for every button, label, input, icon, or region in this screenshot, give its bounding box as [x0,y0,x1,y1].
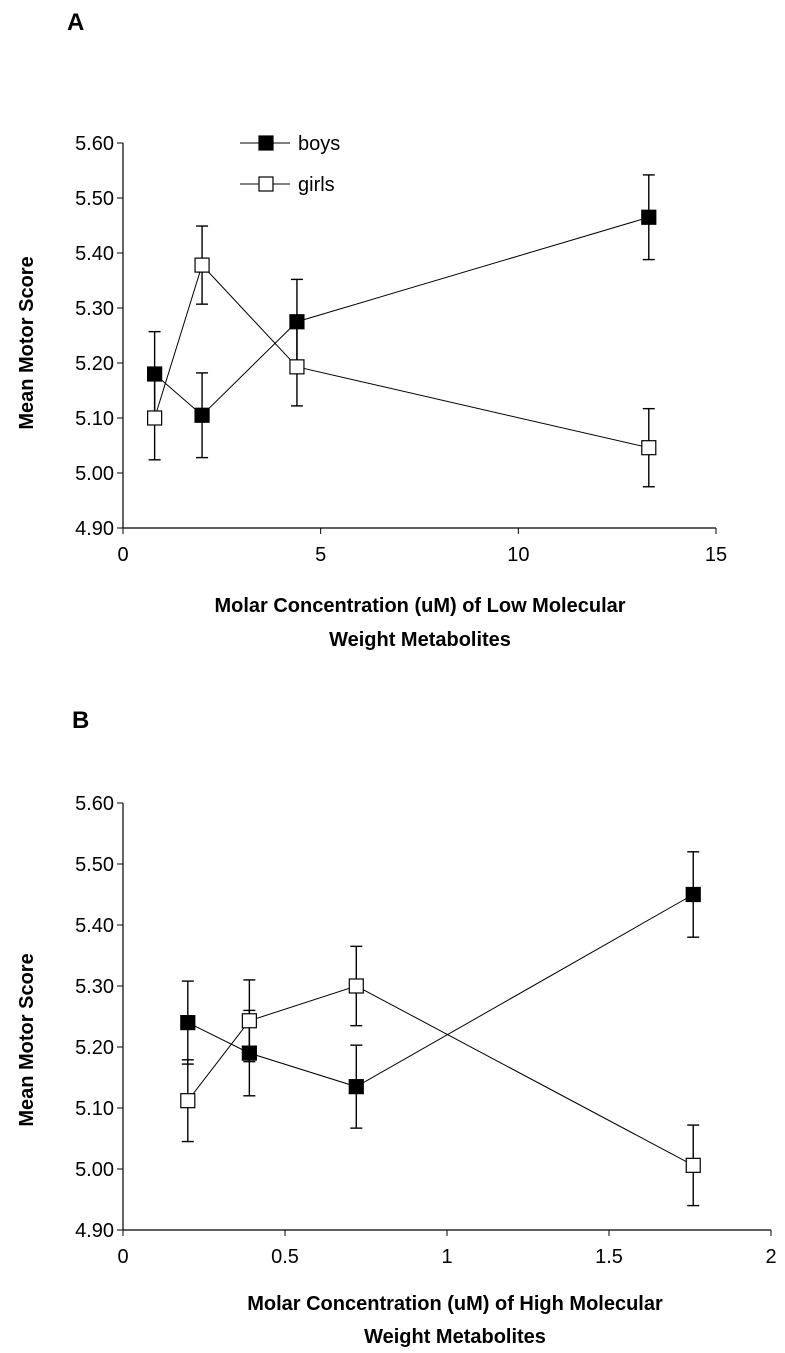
chart-b-y-tick-label: 5.10 [75,1098,114,1120]
chart-b-x-tick-label: 0.5 [271,1246,299,1268]
chart-b-ylabel: Mean Motor Score [16,953,38,1126]
chart-a-point-girls [289,359,305,375]
chart-a-y-tick-label: 5.50 [75,188,114,210]
chart-a-point-boys [194,407,210,423]
chart-a-y-tick-label: 5.20 [75,353,114,375]
chart-b-x-tick-label: 2 [765,1246,776,1268]
chart-b-y-tick-label: 5.60 [75,793,114,815]
chart-a-xlabel-line2: Weight Metabolites [329,629,511,651]
chart-b-xlabel-line2: Weight Metabolites [364,1326,546,1348]
chart-b-x-tick-label: 1.5 [595,1246,623,1268]
chart-b-point-girls [241,1013,257,1029]
chart-b-marks [180,851,701,1207]
chart-b-point-girls [685,1157,701,1173]
chart-a-y-tick-label: 5.60 [75,133,114,155]
panel-a: A 4.90 5.00 5.10 5.20 5.30 5.40 5.50 5.60 0 5 10 15… [16,9,727,651]
legend-girls-label: girls [298,174,335,196]
chart-a-point-girls [641,440,657,456]
chart-b-point-girls [348,978,364,994]
panel-b: B 4.90 5.00 5.10 5.20 5.30 5.40 5.50 5.60 0 0.5 1 1… [16,707,777,1348]
chart-b-x-tick-label: 0 [117,1246,128,1268]
legend-boys-marker [258,135,274,151]
chart-b-series-line-boys [187,894,694,1088]
chart-a: 4.90 5.00 5.10 5.20 5.30 5.40 5.50 5.60 0 5 10 15 M… [16,133,727,651]
chart-a-x-tick-label: 0 [117,544,128,566]
chart-b-x-tick-label: 1 [441,1246,452,1268]
chart-a-ticks: 4.90 5.00 5.10 5.20 5.30 5.40 5.50 5.60 0 5 10 15 [75,133,727,566]
chart-a-x-tick-label: 10 [507,544,529,566]
chart-b-point-girls [180,1093,196,1109]
panel-label-b: B [72,707,89,734]
panel-label-a: A [67,9,84,36]
chart-a-x-tick-label: 5 [315,544,326,566]
chart-b-point-boys [685,886,701,903]
chart-b-xlabel-line1: Molar Concentration (uM) of High Molecul… [247,1293,663,1315]
chart-a-ylabel: Mean Motor Score [16,256,38,429]
legend-boys-label: boys [298,133,340,155]
chart-b-y-tick-label: 5.20 [75,1037,114,1059]
chart-b-y-tick-label: 5.30 [75,976,114,998]
chart-a-point-girls [194,257,210,273]
chart-a-series-line-girls [154,264,649,449]
chart-a-point-boys [289,314,305,330]
chart-a-y-tick-label: 5.10 [75,408,114,430]
chart-a-series-line-boys [154,216,649,416]
chart-a-y-tick-label: 5.40 [75,243,114,265]
chart-a-point-girls [147,410,163,426]
legend-girls-marker [258,176,274,192]
chart-b-ticks: 4.90 5.00 5.10 5.20 5.30 5.40 5.50 5.60 0 0.5 1 1.5… [75,793,777,1268]
chart-b-y-tick-label: 5.00 [75,1159,114,1181]
chart-a-y-tick-label: 4.90 [75,518,114,540]
chart-b-series-line-girls [187,985,694,1166]
chart-b-point-boys [180,1014,196,1031]
chart-b-point-boys [348,1079,364,1095]
legend: boys girls [240,133,340,196]
chart-b: 4.90 5.00 5.10 5.20 5.30 5.40 5.50 5.60 0 0.5 1 1.5… [16,793,777,1348]
chart-b-y-tick-label: 4.90 [75,1220,114,1242]
chart-a-y-tick-label: 5.00 [75,463,114,485]
chart-a-xlabel-line1: Molar Concentration (uM) of Low Molecula… [214,595,625,617]
chart-a-y-tick-label: 5.30 [75,298,114,320]
chart-b-y-tick-label: 5.40 [75,915,114,937]
chart-a-x-tick-label: 15 [705,544,727,566]
chart-a-point-boys [641,209,657,225]
chart-b-y-tick-label: 5.50 [75,854,114,876]
chart-a-marks [147,174,657,488]
